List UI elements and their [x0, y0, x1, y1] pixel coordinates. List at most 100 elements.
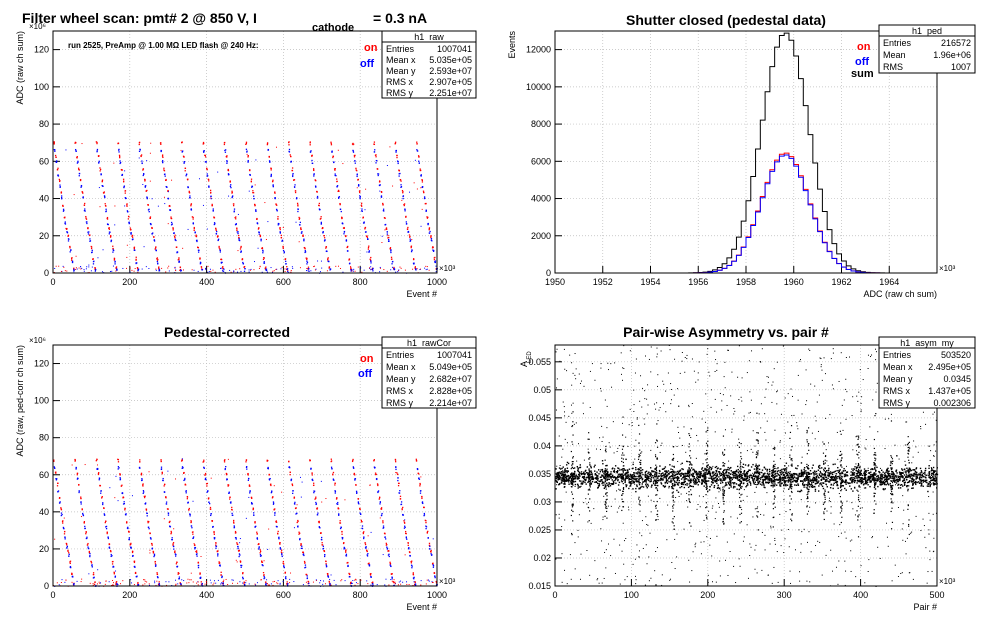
data-point [924, 481, 925, 482]
data-point [888, 484, 889, 485]
data-point-on [162, 473, 163, 474]
data-point-off [143, 173, 144, 174]
data-point-transition [316, 579, 317, 580]
data-point-off [237, 548, 238, 549]
data-point-on [309, 460, 310, 461]
data-point-on [297, 203, 298, 204]
data-point-on [431, 235, 432, 236]
data-point [818, 490, 819, 491]
data-point-off [343, 548, 344, 549]
data-point-off [274, 514, 275, 515]
data-point-off [424, 514, 425, 515]
data-point-on [430, 551, 431, 552]
data-point-transition [169, 270, 170, 271]
data-point [714, 485, 715, 486]
data-point-on [189, 191, 190, 192]
data-point-off [240, 565, 241, 566]
data-point [912, 481, 913, 482]
data-point-on [174, 236, 175, 237]
data-point-on [233, 205, 234, 206]
data-point-on [293, 180, 294, 181]
data-point-off [217, 555, 218, 556]
data-point-off [262, 564, 263, 565]
data-point-off [63, 209, 64, 210]
data-point-on [210, 507, 211, 508]
data-point-transition [292, 268, 293, 269]
data-point-on [331, 460, 332, 461]
data-point-off [210, 513, 211, 514]
data-point-on [332, 474, 333, 475]
data-point-on [98, 156, 99, 157]
data-point-off [426, 210, 427, 211]
x-axis-label: ADC (raw ch sum) [863, 289, 937, 299]
data-point [602, 485, 603, 486]
data-point-transition [115, 571, 116, 572]
data-point-transition [177, 583, 178, 584]
data-point-on [87, 543, 88, 544]
data-point [780, 479, 781, 480]
data-point-on [368, 246, 369, 247]
data-point [852, 481, 853, 482]
data-point-off [110, 241, 111, 242]
data-point-transition [64, 518, 65, 519]
data-point [856, 477, 857, 478]
data-point-transition [280, 583, 281, 584]
data-point-on [66, 543, 67, 544]
data-point-on [432, 563, 433, 564]
legend-off-label: off [358, 368, 372, 380]
data-point-on [277, 533, 278, 534]
data-point-on [231, 507, 232, 508]
data-point [693, 482, 694, 483]
data-point-on [136, 257, 137, 258]
data-point-off [54, 151, 55, 152]
data-point-off [322, 548, 323, 549]
data-point [787, 477, 788, 478]
data-point-transition [300, 477, 301, 478]
data-point [878, 475, 879, 476]
data-point-on [185, 168, 186, 169]
data-point [890, 483, 891, 484]
data-point-on [434, 259, 435, 260]
data-point-on [381, 192, 382, 193]
data-point-transition [110, 271, 111, 272]
data-point-on [340, 520, 341, 521]
data-point-off [395, 151, 396, 152]
data-point-on [290, 156, 291, 157]
data-point-transition [146, 266, 147, 267]
data-point-on [121, 485, 122, 486]
data-point [903, 480, 904, 481]
data-point-on [105, 203, 106, 204]
data-point [875, 488, 876, 489]
data-point-on [84, 203, 85, 204]
data-point-on [149, 532, 150, 533]
data-point-on [390, 563, 391, 564]
data-point-off [253, 512, 254, 513]
data-point-off [247, 161, 248, 162]
data-point-transition [420, 476, 421, 477]
data-point-off [386, 547, 387, 548]
data-point [758, 465, 759, 466]
stats-label: Mean y [386, 374, 416, 384]
data-point [928, 468, 929, 469]
data-point-on [139, 461, 140, 462]
data-point-off [234, 208, 235, 209]
data-point-on [402, 192, 403, 193]
data-point-transition [168, 266, 169, 267]
data-point-on [429, 229, 430, 230]
data-point-off [340, 209, 341, 210]
y-tick-label: 2000 [531, 231, 551, 241]
data-point [886, 479, 887, 480]
data-point-transition [198, 584, 199, 585]
data-point [617, 479, 618, 480]
data-point-off [368, 251, 369, 252]
data-point-off [428, 537, 429, 538]
data-point-on [294, 497, 295, 498]
data-point-on [333, 472, 334, 473]
data-point-off [358, 185, 359, 186]
data-point-on [159, 581, 160, 582]
data-point [600, 469, 601, 470]
data-point-off [54, 149, 55, 150]
data-point-transition [313, 266, 314, 267]
data-point-off [221, 577, 222, 578]
data-point-on [283, 563, 284, 564]
